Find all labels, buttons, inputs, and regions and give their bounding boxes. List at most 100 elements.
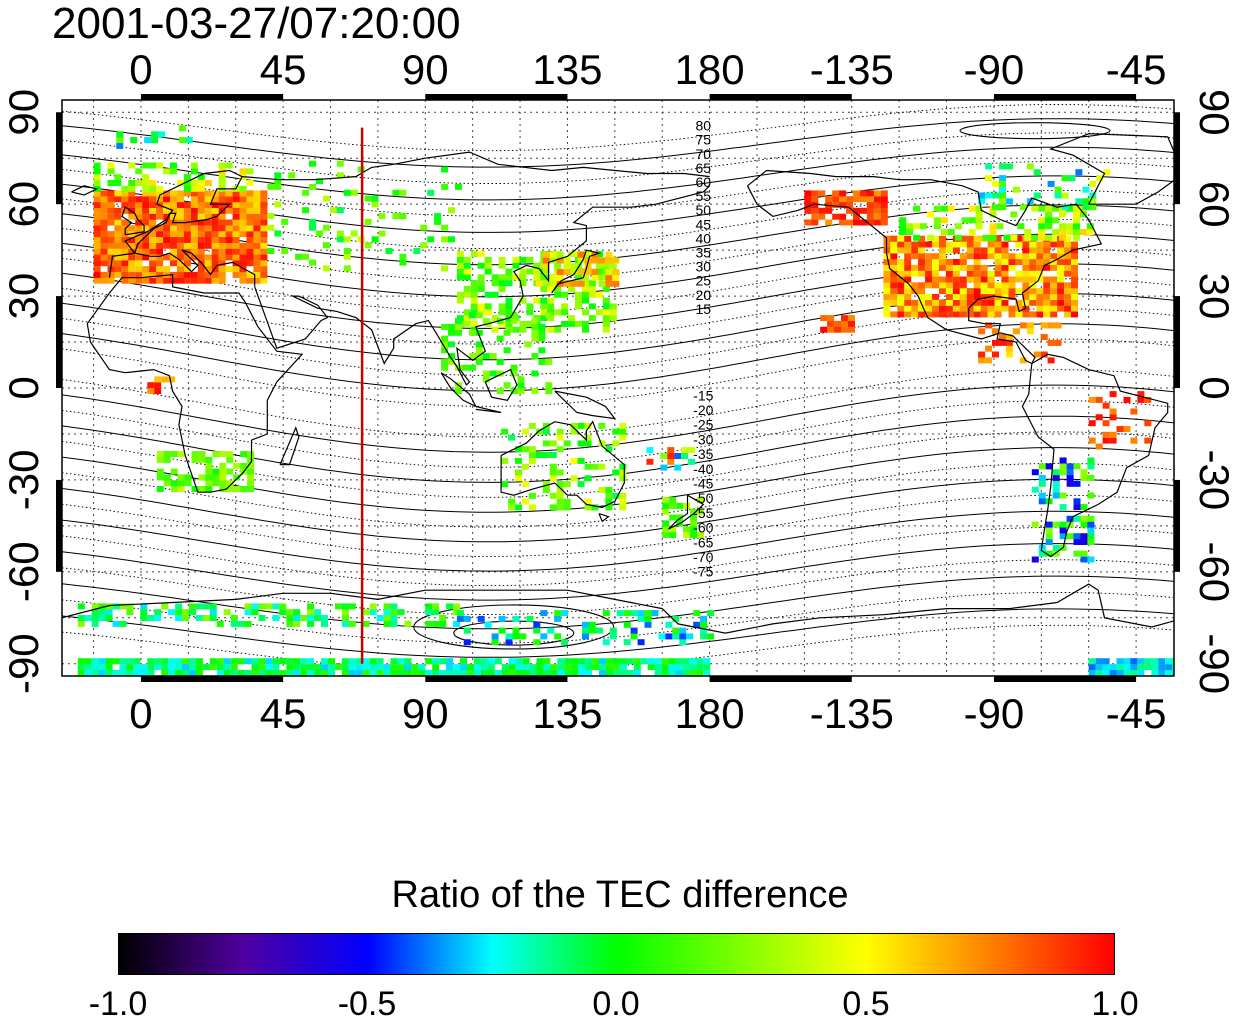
tec-cell <box>811 219 819 226</box>
tec-cell <box>1050 235 1058 242</box>
tec-cell <box>93 196 101 203</box>
tec-cell <box>211 231 219 238</box>
tec-cell <box>453 669 461 676</box>
tec-cell <box>890 270 898 277</box>
tec-cell <box>149 237 157 243</box>
tec-cell <box>866 202 874 208</box>
tec-cell <box>116 137 124 144</box>
tec-cell <box>399 259 407 266</box>
contour-label: 35 <box>696 244 712 260</box>
tec-cell <box>667 458 675 465</box>
tec-cell <box>147 382 155 389</box>
right-y-tick-label: -60 <box>1191 541 1238 602</box>
tec-cell <box>218 248 226 255</box>
tec-cell <box>477 251 485 257</box>
tec-cell <box>295 253 303 260</box>
tec-cell <box>133 658 141 665</box>
tec-cell <box>1130 658 1138 665</box>
tec-cell <box>163 266 171 273</box>
tec-cell <box>602 297 610 304</box>
tec-cell <box>168 664 176 671</box>
coastline <box>598 513 610 523</box>
tec-cell <box>427 189 435 196</box>
tec-cell <box>952 288 960 295</box>
tec-cell <box>470 286 478 292</box>
tec-cell <box>911 247 919 254</box>
tec-cell <box>959 253 967 260</box>
tec-cell <box>105 615 113 621</box>
tec-cell <box>570 475 578 482</box>
tec-cell <box>1050 288 1058 295</box>
tec-cell <box>183 207 191 214</box>
tec-cell <box>121 266 129 273</box>
tec-cell <box>468 364 476 371</box>
tec-cell <box>225 225 233 232</box>
tec-cell <box>1072 223 1080 230</box>
tec-cell <box>918 282 926 289</box>
tec-cell <box>93 248 101 255</box>
tec-cell <box>811 196 819 203</box>
tec-cell <box>211 248 219 255</box>
tec-cell <box>980 299 988 306</box>
tec-cell <box>1102 420 1110 427</box>
tec-cell <box>1130 664 1138 671</box>
tec-cell <box>630 633 638 640</box>
tec-cell <box>939 288 946 295</box>
tec-cell <box>286 620 294 627</box>
tec-cell <box>253 277 261 284</box>
tec-cell <box>853 190 860 197</box>
tec-cell <box>563 440 571 447</box>
tec-cell <box>163 480 171 487</box>
tec-cell <box>197 202 205 208</box>
tec-cell <box>489 353 497 360</box>
bottom-x-tick-label: -135 <box>810 690 894 737</box>
tec-cell <box>540 633 548 640</box>
tec-cell <box>832 213 840 220</box>
tec-cell <box>202 603 210 610</box>
tec-cell <box>158 131 165 138</box>
tec-cell <box>528 446 536 453</box>
tec-cell <box>519 256 527 263</box>
tec-cell <box>945 311 953 318</box>
tec-cell <box>505 633 513 640</box>
tec-cell <box>1071 276 1078 283</box>
tec-cell <box>554 326 562 333</box>
left-y-tick-label: -30 <box>0 450 47 511</box>
tec-cell <box>1008 253 1016 260</box>
tec-cell <box>890 235 898 242</box>
tec-cell <box>987 282 995 289</box>
tec-cell <box>577 269 585 276</box>
tec-cell <box>1082 186 1090 193</box>
tec-cell <box>1158 669 1166 676</box>
tec-cell <box>212 451 220 458</box>
tec-cell <box>945 276 953 283</box>
tec-cell <box>966 253 974 260</box>
tec-cell <box>98 658 106 665</box>
tec-cell <box>105 669 113 676</box>
tec-cell <box>1033 192 1041 199</box>
left-y-tick-label: 0 <box>0 376 47 399</box>
tec-cell <box>1045 217 1053 224</box>
tec-cell <box>463 309 471 316</box>
tec-cell <box>1071 293 1078 300</box>
tec-cell <box>453 603 461 610</box>
tec-cell <box>1001 241 1009 248</box>
tec-cell <box>873 213 881 220</box>
tec-cell <box>348 620 356 627</box>
tec-cell <box>219 462 227 469</box>
tec-cell <box>216 620 224 627</box>
contour-label: -65 <box>693 534 713 550</box>
tec-cell <box>477 262 485 269</box>
tec-cell <box>216 664 224 671</box>
tec-cell <box>218 254 226 261</box>
tec-cell <box>484 262 492 269</box>
tec-cell <box>1057 276 1065 283</box>
tec-cell <box>591 504 599 511</box>
tec-cell <box>619 498 627 505</box>
tec-cell <box>549 463 557 470</box>
tec-cell <box>93 242 101 249</box>
tec-cell <box>1116 669 1124 676</box>
tec-cell <box>369 603 377 610</box>
tec-cell <box>1071 288 1078 295</box>
tec-cell <box>503 347 511 354</box>
